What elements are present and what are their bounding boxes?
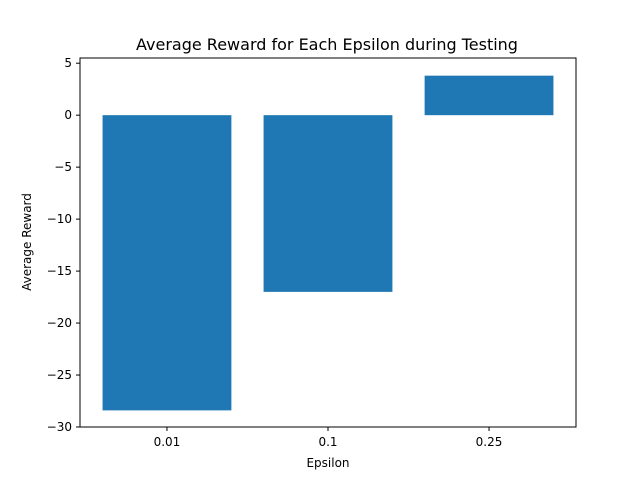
y-axis-label: Average Reward [20, 193, 34, 291]
x-axis: 0.01 0.1 0.25 [154, 427, 503, 449]
y-tick-label: 5 [64, 56, 72, 70]
bar-0.01 [102, 115, 232, 411]
y-tick-label: 0 [64, 108, 72, 122]
x-tick-label: 0.25 [476, 435, 503, 449]
y-tick-label: −5 [54, 160, 72, 174]
bar-0.25 [424, 75, 554, 116]
y-axis: 5 0 −5 −10 −15 −20 −25 −30 [47, 56, 80, 434]
y-tick-label: −15 [47, 264, 72, 278]
y-tick-label: −25 [47, 368, 72, 382]
x-tick-label: 0.01 [154, 435, 181, 449]
y-tick-label: −30 [47, 420, 72, 434]
bars-layer [102, 75, 554, 411]
bar-0.1 [263, 115, 393, 292]
chart-title: Average Reward for Each Epsilon during T… [136, 35, 518, 54]
x-tick-label: 0.1 [318, 435, 337, 449]
y-tick-label: −10 [47, 212, 72, 226]
y-tick-label: −20 [47, 316, 72, 330]
x-axis-label: Epsilon [306, 456, 349, 470]
